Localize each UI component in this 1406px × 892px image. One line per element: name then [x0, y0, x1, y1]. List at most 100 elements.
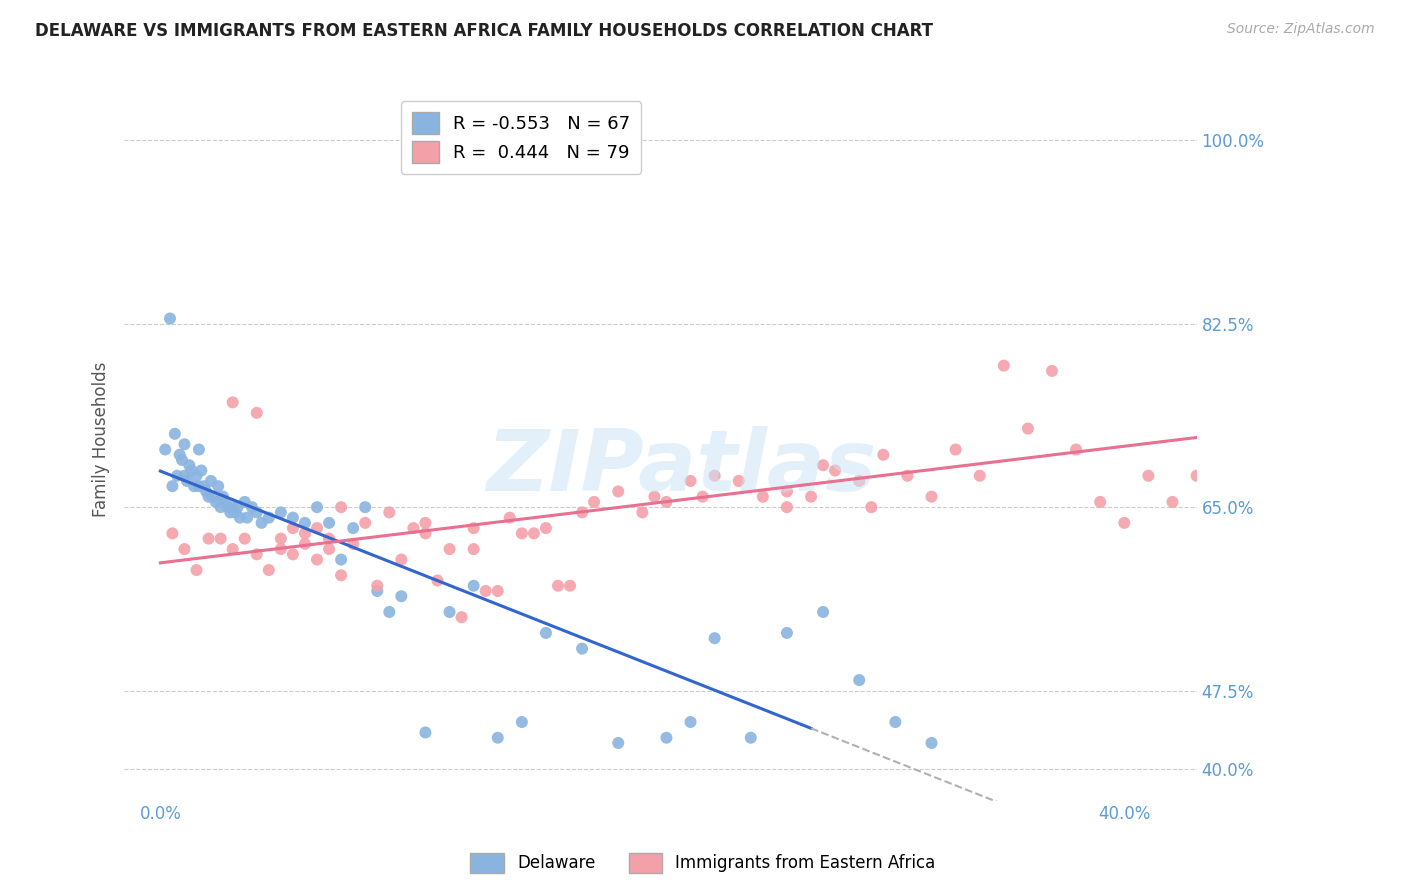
- Text: DELAWARE VS IMMIGRANTS FROM EASTERN AFRICA FAMILY HOUSEHOLDS CORRELATION CHART: DELAWARE VS IMMIGRANTS FROM EASTERN AFRI…: [35, 22, 934, 40]
- Point: [186, 468, 208, 483]
- Point: [330, 552, 353, 566]
- Point: [173, 468, 195, 483]
- Point: [270, 532, 292, 546]
- Point: [153, 442, 176, 457]
- Point: [173, 542, 195, 557]
- Point: [1161, 495, 1184, 509]
- Point: [330, 500, 353, 515]
- Point: [679, 714, 702, 729]
- Point: [170, 453, 193, 467]
- Point: [463, 542, 485, 557]
- Point: [342, 521, 364, 535]
- Point: [187, 442, 209, 457]
- Point: [486, 584, 509, 599]
- Point: [872, 448, 894, 462]
- Point: [159, 311, 181, 326]
- Point: [1064, 442, 1087, 457]
- Point: [463, 521, 485, 535]
- Point: [173, 437, 195, 451]
- Point: [294, 516, 316, 530]
- Point: [354, 516, 377, 530]
- Point: [776, 626, 799, 640]
- Point: [221, 542, 243, 557]
- Point: [607, 736, 630, 750]
- Point: [474, 584, 496, 599]
- Point: [318, 542, 340, 557]
- Point: [1090, 495, 1112, 509]
- Point: [969, 468, 991, 483]
- Text: ZIPatlas: ZIPatlas: [486, 426, 877, 509]
- Point: [534, 521, 557, 535]
- Point: [607, 484, 630, 499]
- Point: [162, 479, 184, 493]
- Point: [921, 736, 943, 750]
- Point: [740, 731, 762, 745]
- Point: [558, 579, 581, 593]
- Point: [270, 505, 292, 519]
- Point: [193, 479, 215, 493]
- Point: [214, 495, 236, 509]
- Point: [389, 589, 412, 603]
- Point: [679, 474, 702, 488]
- Point: [415, 725, 437, 739]
- Point: [811, 605, 834, 619]
- Point: [655, 731, 678, 745]
- Point: [848, 474, 870, 488]
- Point: [281, 521, 304, 535]
- Point: [571, 641, 593, 656]
- Point: [294, 537, 316, 551]
- Point: [176, 474, 198, 488]
- Point: [162, 526, 184, 541]
- Point: [692, 490, 714, 504]
- Point: [534, 626, 557, 640]
- Point: [221, 395, 243, 409]
- Point: [209, 500, 232, 515]
- Point: [246, 547, 269, 561]
- Point: [378, 605, 401, 619]
- Point: [221, 500, 243, 515]
- Point: [246, 505, 269, 519]
- Point: [439, 542, 461, 557]
- Point: [305, 500, 328, 515]
- Point: [884, 714, 907, 729]
- Y-axis label: Family Households: Family Households: [93, 361, 110, 516]
- Point: [523, 526, 546, 541]
- Point: [202, 490, 225, 504]
- Point: [257, 563, 280, 577]
- Point: [281, 547, 304, 561]
- Point: [197, 532, 219, 546]
- Point: [233, 495, 256, 509]
- Point: [330, 568, 353, 582]
- Point: [294, 526, 316, 541]
- Point: [655, 495, 678, 509]
- Point: [224, 505, 246, 519]
- Point: [896, 468, 918, 483]
- Point: [510, 526, 533, 541]
- Point: [583, 495, 606, 509]
- Point: [378, 505, 401, 519]
- Point: [450, 610, 472, 624]
- Point: [236, 510, 259, 524]
- Point: [366, 579, 388, 593]
- Point: [571, 505, 593, 519]
- Point: [163, 426, 186, 441]
- Point: [1040, 364, 1063, 378]
- Point: [945, 442, 967, 457]
- Point: [169, 448, 191, 462]
- Point: [776, 484, 799, 499]
- Point: [752, 490, 775, 504]
- Point: [318, 516, 340, 530]
- Point: [197, 490, 219, 504]
- Point: [643, 490, 665, 504]
- Point: [703, 468, 725, 483]
- Point: [233, 532, 256, 546]
- Point: [190, 463, 212, 477]
- Point: [703, 631, 725, 645]
- Point: [318, 532, 340, 546]
- Point: [305, 552, 328, 566]
- Point: [240, 500, 263, 515]
- Point: [389, 552, 412, 566]
- Legend: Delaware, Immigrants from Eastern Africa: Delaware, Immigrants from Eastern Africa: [464, 847, 942, 880]
- Point: [257, 510, 280, 524]
- Point: [217, 500, 239, 515]
